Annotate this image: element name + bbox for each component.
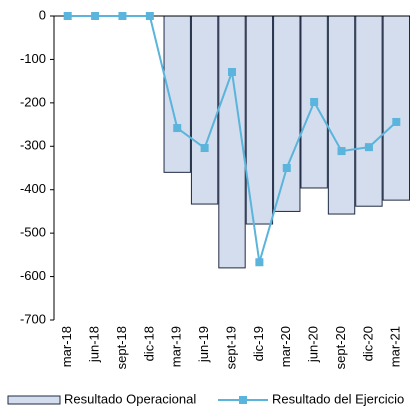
line-marker [173,124,182,133]
legend-swatch [239,396,247,404]
legend-label: Resultado Operacional [64,391,196,406]
line-marker [228,68,236,77]
x-tick-label: mar-21 [388,326,403,367]
x-tick-label: mar-20 [278,326,293,367]
x-tick-label: sept-19 [223,326,238,369]
bar [355,15,383,207]
line-marker [118,12,127,20]
line-marker [91,12,100,20]
bar [382,15,411,201]
x-tick-label: mar-19 [169,326,184,367]
line-marker [255,258,264,267]
x-tick-label: dic-19 [251,326,266,361]
x-tick-label: mar-18 [59,326,74,367]
y-tick-label: -300 [20,138,46,153]
line-marker [282,164,291,172]
bar [190,15,219,205]
legend-swatch [7,395,61,405]
x-tick-label: sept-18 [114,326,129,369]
x-tick-label: jun-19 [196,326,211,363]
x-tick-label: jun-20 [306,326,321,363]
x-tick-label: jun-18 [87,326,102,363]
line-marker [200,144,209,153]
bar [273,15,301,212]
line-marker [337,147,346,156]
y-tick-label: -700 [20,311,46,326]
line-marker [364,143,373,152]
y-tick-label: -100 [20,51,46,66]
y-tick-label: -600 [20,268,46,283]
y-tick-label: 0 [39,7,46,22]
legend-label: Resultado del Ejercicio [272,391,404,406]
x-tick-label: sept-20 [333,326,348,369]
line-marker [392,117,401,126]
line-marker [145,12,154,20]
line-marker [63,12,72,20]
y-tick-label: -200 [20,94,46,109]
x-tick-label: dic-20 [360,326,375,361]
line-marker [310,97,319,106]
y-tick-label: -500 [20,225,46,240]
x-tick-label: dic-18 [141,326,156,361]
bar [218,15,246,269]
bar [327,15,356,215]
y-tick-label: -400 [20,181,46,196]
